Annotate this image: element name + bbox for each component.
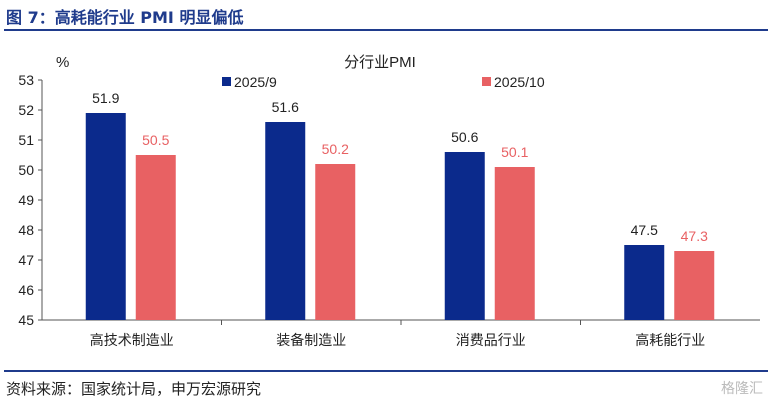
source-note: 资料来源：国家统计局，申万宏源研究: [6, 380, 262, 398]
y-tick-label: 45: [18, 312, 34, 328]
x-tick-label: 消费品行业: [456, 332, 526, 348]
y-tick-label: 47: [18, 252, 34, 268]
y-tick-label: 52: [18, 102, 34, 118]
data-label: 47.5: [631, 222, 658, 238]
y-tick-label: 49: [18, 192, 34, 208]
legend-label: 2025/9: [234, 74, 277, 90]
watermark: 格隆汇: [721, 381, 763, 397]
y-axis-unit-label: %: [56, 54, 69, 71]
x-tick-label: 装备制造业: [276, 332, 346, 348]
bar-series1: [265, 122, 306, 320]
y-tick-label: 46: [18, 282, 34, 298]
legend-swatch: [482, 77, 491, 86]
bar-series2: [315, 164, 356, 320]
chart-title: 分行业PMI: [344, 54, 416, 71]
data-label: 51.9: [92, 90, 119, 106]
figure-title: 图 7：高耗能行业 PMI 明显偏低: [6, 8, 244, 27]
bottom-divider: [4, 370, 768, 372]
y-tick-label: 48: [18, 222, 34, 238]
top-divider: [4, 29, 768, 31]
y-tick-label: 53: [18, 72, 34, 88]
bar-series1: [624, 245, 665, 320]
data-label: 47.3: [681, 228, 708, 244]
bar-series1: [85, 113, 126, 320]
data-label: 50.2: [322, 141, 349, 157]
legend-swatch: [222, 77, 231, 86]
bar-series1: [444, 152, 485, 320]
data-label: 50.1: [501, 144, 528, 160]
y-tick-label: 50: [18, 162, 34, 178]
bar-series2: [674, 251, 715, 320]
y-tick-label: 51: [18, 132, 34, 148]
bar-series2: [135, 155, 176, 320]
bar-chart: 45 46 47 48 49 50 51 52 53 高技术制造业 51.9 50.5 装备制造业 51…: [18, 54, 760, 348]
data-label: 51.6: [272, 99, 299, 115]
x-tick-label: 高耗能行业: [635, 332, 705, 348]
x-tick-label: 高技术制造业: [90, 332, 174, 348]
bar-series2: [494, 167, 535, 320]
legend-label: 2025/10: [494, 74, 545, 90]
data-label: 50.6: [451, 129, 478, 145]
data-label: 50.5: [142, 132, 169, 148]
